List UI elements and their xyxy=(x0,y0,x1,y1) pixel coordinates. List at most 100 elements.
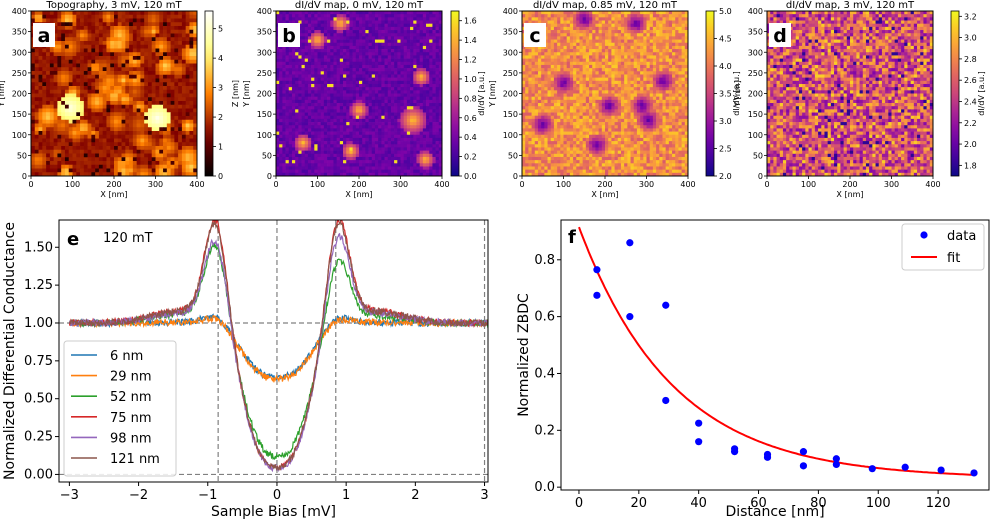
map-pixel xyxy=(178,26,183,31)
map-pixel xyxy=(114,142,119,147)
map-pixel xyxy=(352,42,357,47)
map-pixel xyxy=(317,115,322,120)
map-pixel xyxy=(279,166,283,170)
map-pixel xyxy=(282,153,286,158)
y-tick-label: 300 xyxy=(12,48,27,57)
map-pixel xyxy=(174,101,179,106)
map-pixel xyxy=(406,26,411,31)
map-pixel xyxy=(362,36,366,40)
map-pixel xyxy=(95,138,100,143)
map-pixel xyxy=(330,122,334,126)
map-pixel xyxy=(106,14,111,19)
map-pixel xyxy=(394,26,398,31)
map-pixel xyxy=(371,39,376,44)
map-pixel xyxy=(359,112,363,117)
map-pixel xyxy=(384,147,389,151)
map-pixel xyxy=(166,97,171,102)
map-pixel xyxy=(314,80,318,85)
map-pixel xyxy=(327,11,331,15)
map-pixel xyxy=(159,164,164,169)
map-pixel xyxy=(410,49,414,53)
map-pixel xyxy=(87,112,92,117)
map-pixel xyxy=(144,78,149,83)
map-pixel xyxy=(178,127,183,132)
map-pixel xyxy=(343,26,347,31)
map-pixel xyxy=(652,17,657,21)
map-pixel xyxy=(355,125,360,129)
map-pixel xyxy=(406,160,411,164)
map-pixel xyxy=(346,71,350,75)
map-pixel xyxy=(403,45,408,50)
map-pixel xyxy=(390,153,395,158)
map-pixel xyxy=(304,147,309,151)
map-pixel xyxy=(298,156,302,161)
map-pixel xyxy=(397,33,401,37)
map-pixel xyxy=(80,138,85,143)
map-pixel xyxy=(323,55,328,59)
map-pixel xyxy=(83,172,88,177)
map-pixel xyxy=(132,86,137,91)
map-pixel xyxy=(288,71,293,75)
map-pixel xyxy=(413,33,417,37)
map-pixel xyxy=(406,49,411,53)
map-pixel xyxy=(311,52,315,56)
map-pixel xyxy=(49,134,54,139)
map-pixel xyxy=(61,104,66,109)
map-pixel xyxy=(397,11,401,15)
map-pixel xyxy=(355,64,360,69)
map-pixel xyxy=(80,41,85,46)
map-pixel xyxy=(352,30,357,34)
map-pixel xyxy=(378,42,382,47)
map-pixel xyxy=(42,74,47,79)
map-pixel xyxy=(384,17,389,21)
map-pixel xyxy=(413,169,417,174)
map-pixel xyxy=(678,11,682,15)
map-pixel xyxy=(422,36,427,40)
map-pixel xyxy=(435,150,440,155)
map-pixel xyxy=(291,131,296,136)
map-pixel xyxy=(117,11,122,16)
map-pixel xyxy=(419,87,424,91)
map-pixel xyxy=(298,74,302,78)
map-pixel xyxy=(384,11,389,15)
map-pixel xyxy=(336,172,341,177)
map-pixel xyxy=(276,160,280,164)
map-pixel xyxy=(98,63,104,68)
map-pixel xyxy=(132,67,137,72)
map-pixel xyxy=(374,118,379,123)
map-pixel xyxy=(320,118,325,123)
map-pixel xyxy=(636,20,641,25)
map-pixel xyxy=(426,106,430,110)
map-pixel xyxy=(304,45,309,50)
map-pixel xyxy=(403,122,408,126)
map-pixel xyxy=(95,149,100,154)
map-pixel xyxy=(34,168,39,173)
map-pixel xyxy=(384,33,389,37)
map-pixel xyxy=(311,144,315,148)
map-pixel xyxy=(140,82,145,87)
map-pixel xyxy=(381,144,385,148)
map-pixel xyxy=(64,59,70,64)
map-pixel xyxy=(53,119,58,124)
map-pixel xyxy=(371,156,376,161)
map-pixel xyxy=(419,39,424,44)
map-pixel xyxy=(147,29,153,34)
map-pixel xyxy=(390,106,395,110)
map-pixel xyxy=(330,128,334,132)
map-pixel xyxy=(406,141,411,145)
map-pixel xyxy=(279,14,283,18)
map-pixel xyxy=(132,108,137,113)
map-pixel xyxy=(381,36,385,40)
map-pixel xyxy=(646,14,651,18)
map-pixel xyxy=(163,86,168,91)
map-pixel xyxy=(365,153,369,158)
map-pixel xyxy=(330,14,334,18)
map-pixel xyxy=(343,11,347,15)
map-pixel xyxy=(339,49,344,53)
map-pixel xyxy=(72,108,77,113)
map-pixel xyxy=(525,11,529,15)
map-pixel xyxy=(110,78,115,83)
map-pixel xyxy=(121,59,126,64)
map-pixel xyxy=(419,93,424,98)
map-pixel xyxy=(355,103,360,107)
